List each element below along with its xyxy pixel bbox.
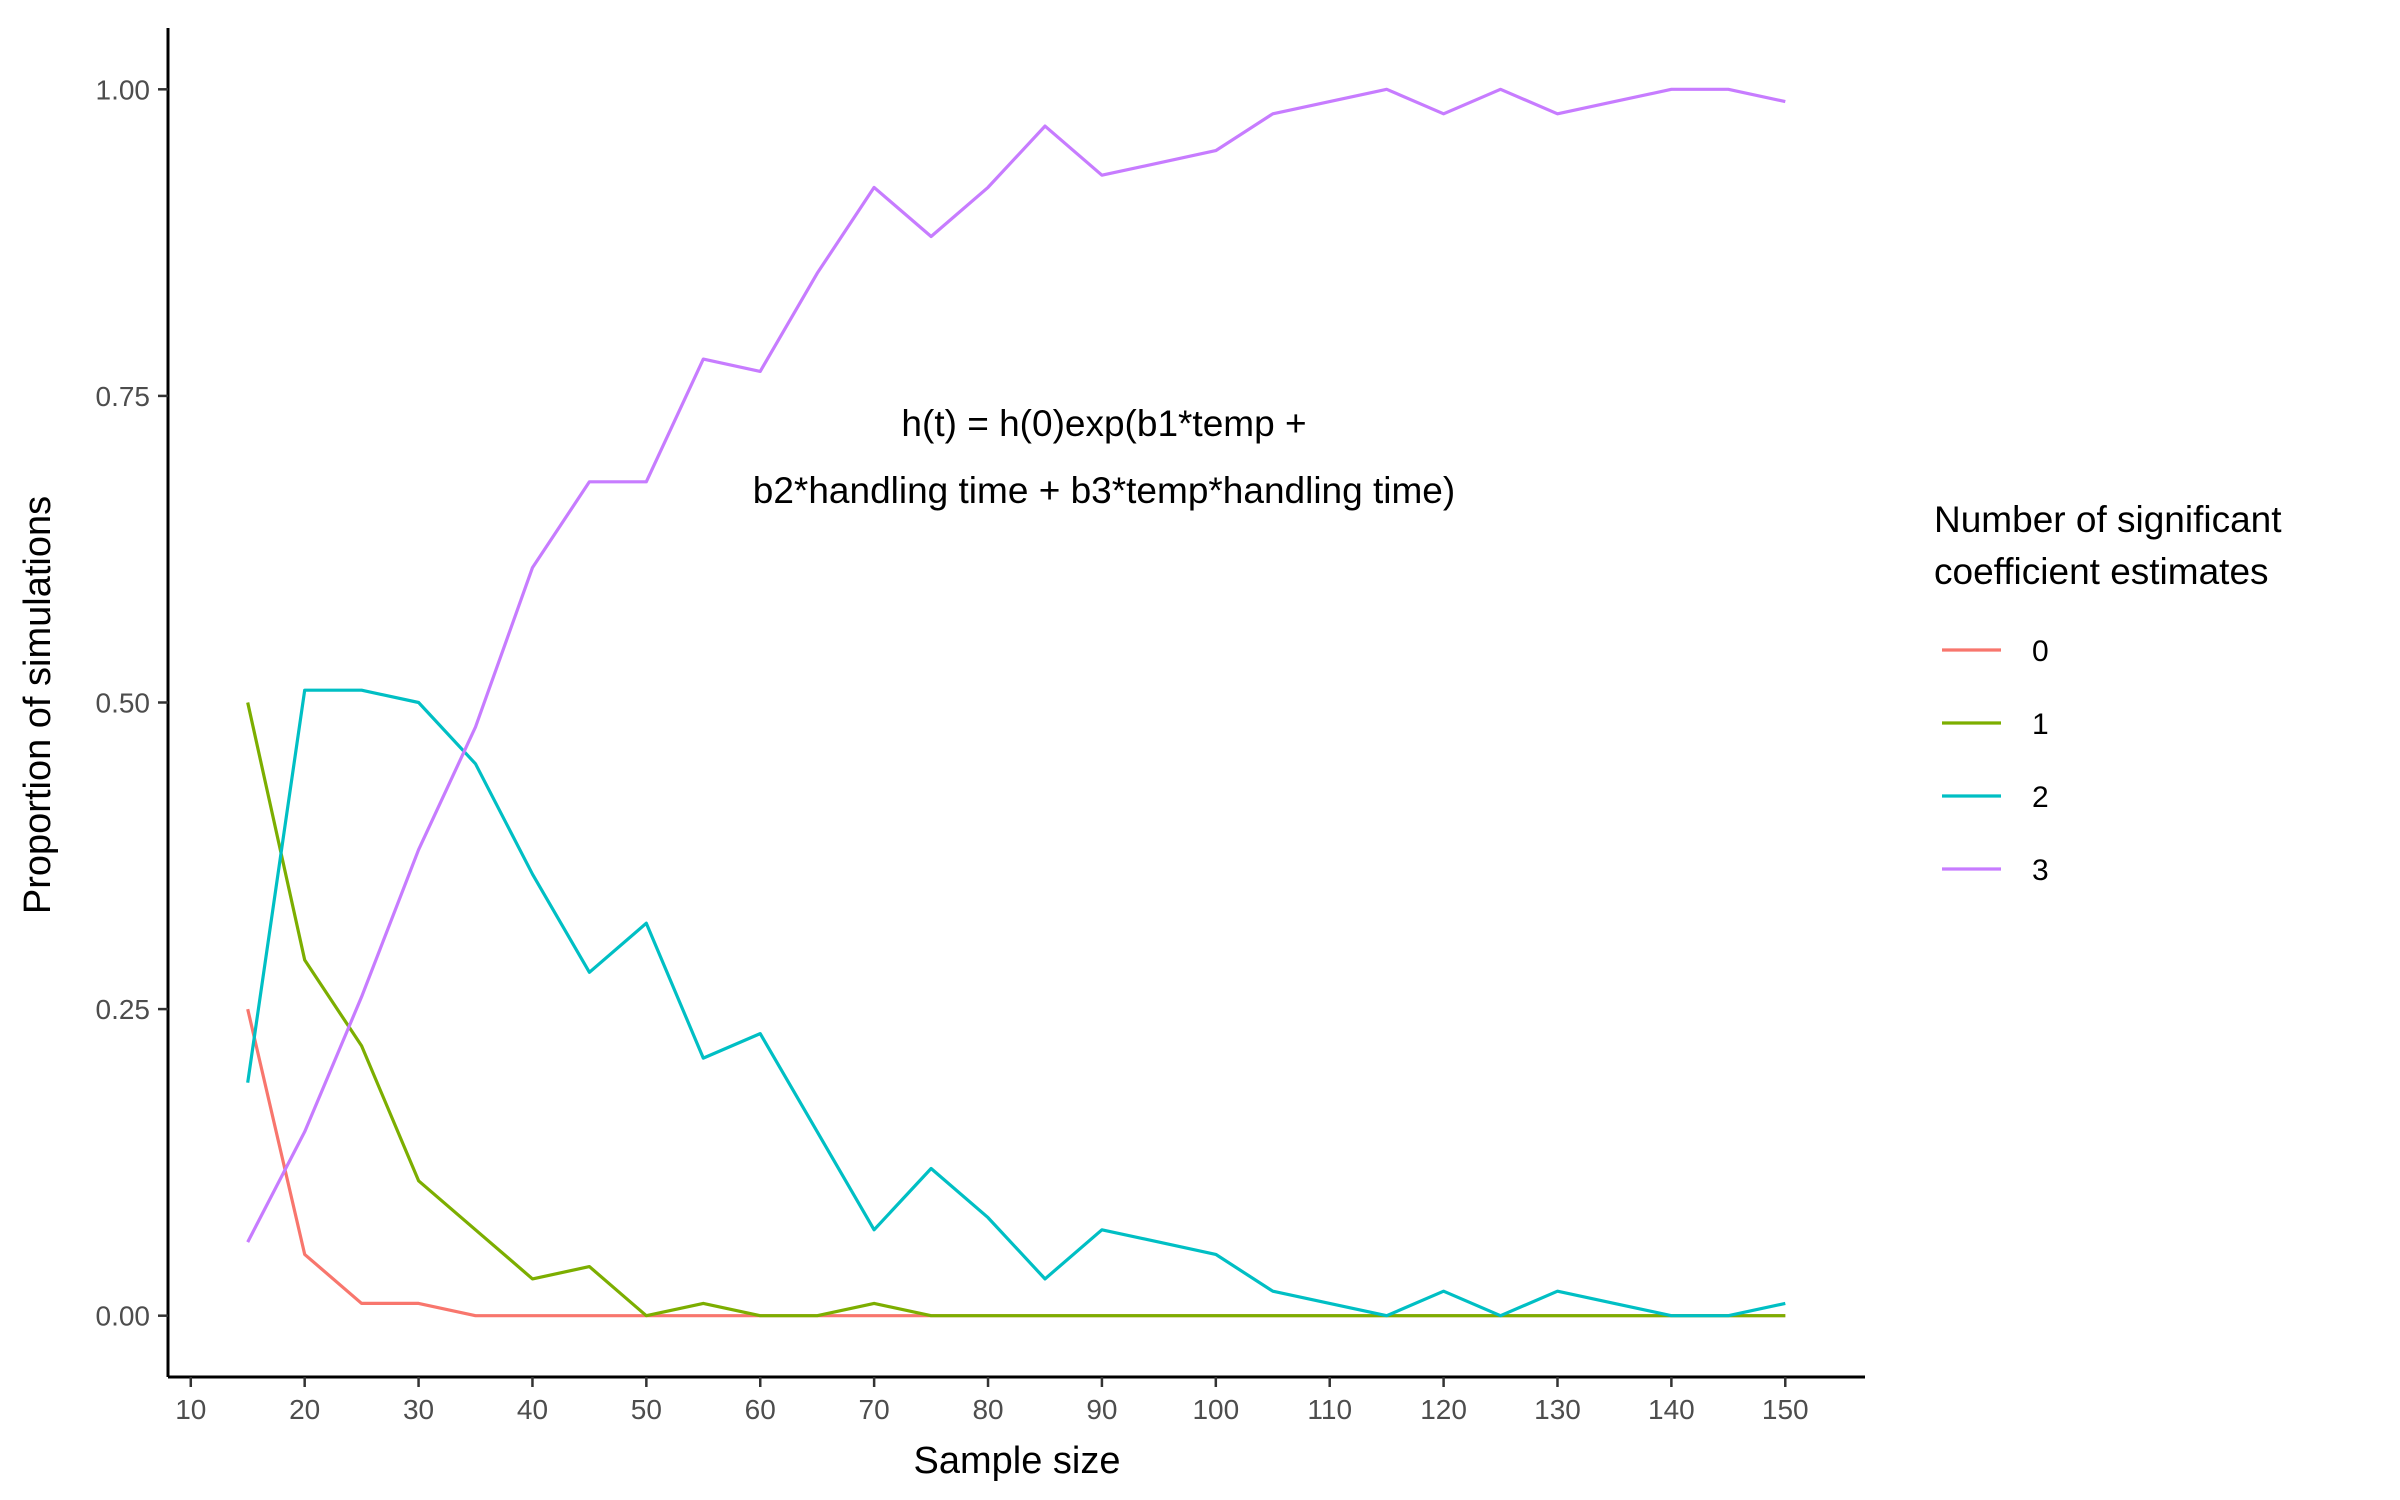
y-axis-title: Proportion of simulations bbox=[17, 496, 59, 914]
plot-lines bbox=[246, 87, 1786, 1318]
y-tick-label: 0.50 bbox=[96, 688, 151, 719]
y-tick-label: 1.00 bbox=[96, 74, 151, 105]
x-tick-label: 20 bbox=[289, 1394, 320, 1425]
series-line-3 bbox=[246, 87, 1786, 1243]
legend-label-2: 2 bbox=[2032, 781, 2049, 814]
x-ticks: 10 20 30 40 50 60 70 80 90 100 110 120 130 140 150 bbox=[175, 1377, 1809, 1425]
axes: 0.000.250.500.751.00 10 20 30 40 50 60 70 80 90 1… bbox=[96, 28, 1865, 1425]
x-tick-label: 90 bbox=[1086, 1394, 1117, 1425]
x-tick-label: 40 bbox=[517, 1394, 548, 1425]
x-tick-label: 30 bbox=[403, 1394, 434, 1425]
x-tick-label: 50 bbox=[631, 1394, 662, 1425]
legend-items: 0 1 2 3 bbox=[1942, 635, 2049, 887]
legend-title-line-1: Number of significant bbox=[1934, 499, 2282, 540]
x-tick-label: 80 bbox=[972, 1394, 1003, 1425]
y-tick-label: 0.75 bbox=[96, 381, 151, 412]
x-tick-label: 130 bbox=[1534, 1394, 1581, 1425]
legend-label-3: 3 bbox=[2032, 854, 2049, 887]
series-line-0 bbox=[246, 1008, 1786, 1318]
legend-title-line-2: coefficient estimates bbox=[1934, 551, 2269, 592]
y-tick-label: 0.00 bbox=[96, 1301, 151, 1332]
series-line-2 bbox=[246, 688, 1786, 1318]
x-tick-label: 110 bbox=[1307, 1394, 1352, 1425]
annotation-line-2: b2*handling time + b3*temp*handling time… bbox=[753, 470, 1455, 511]
series-line-1 bbox=[246, 702, 1786, 1318]
x-tick-label: 60 bbox=[745, 1394, 776, 1425]
x-tick-label: 10 bbox=[175, 1394, 206, 1425]
x-tick-label: 150 bbox=[1762, 1394, 1809, 1425]
y-ticks: 0.00 0.25 0.50 0.75 1.00 bbox=[96, 74, 168, 1332]
legend: Number of significant coefficient estima… bbox=[1934, 499, 2282, 887]
x-tick-label: 70 bbox=[859, 1394, 890, 1425]
annotation-line-1: h(t) = h(0)exp(b1*temp + bbox=[901, 403, 1306, 444]
x-tick-label: 100 bbox=[1192, 1394, 1239, 1425]
legend-label-0: 0 bbox=[2032, 635, 2049, 668]
x-tick-label: 120 bbox=[1420, 1394, 1467, 1425]
legend-label-1: 1 bbox=[2032, 708, 2049, 741]
y-tick-label: 0.25 bbox=[96, 994, 151, 1025]
x-axis-title: Sample size bbox=[914, 1440, 1121, 1482]
x-tick-label: 140 bbox=[1648, 1394, 1695, 1425]
